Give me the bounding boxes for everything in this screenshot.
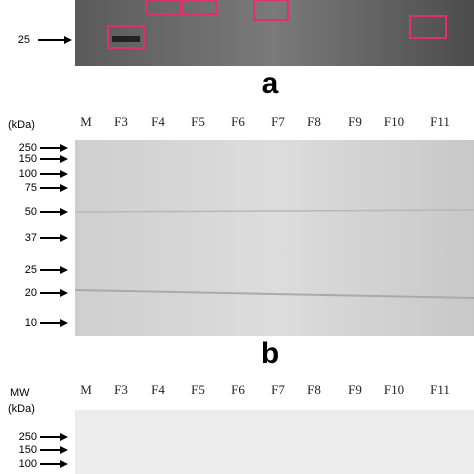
marker-label: 150: [19, 153, 37, 165]
lane-label: F9: [348, 382, 362, 397]
lane-label: F8: [307, 382, 321, 397]
marker-label: 20: [25, 287, 37, 299]
band: [74, 289, 474, 299]
lane-label: F6: [231, 114, 245, 129]
lane-label: F10: [384, 114, 404, 129]
unit-label: (kDa): [8, 403, 35, 415]
marker-label: 50: [25, 206, 37, 218]
gel-image: [75, 410, 474, 474]
lane-label: M: [80, 114, 92, 129]
lane-label: F3: [114, 114, 128, 129]
arrow-head: [60, 155, 68, 163]
band: [112, 36, 140, 42]
band: [74, 209, 474, 213]
lane-label: F8: [307, 114, 321, 129]
arrow-head: [60, 144, 68, 152]
lane-label: F5: [191, 382, 205, 397]
marker-label: 25: [18, 34, 30, 46]
arrow-head: [60, 184, 68, 192]
lane-label: F11: [430, 114, 450, 129]
lane-label: F11: [430, 382, 450, 397]
lane-label: F6: [231, 382, 245, 397]
gel-image: [75, 0, 474, 66]
marker-label: 100: [19, 458, 37, 470]
lane-label: F7: [271, 382, 285, 397]
arrow-head: [60, 433, 68, 441]
arrow-head: [60, 460, 68, 468]
arrow-head: [60, 319, 68, 327]
marker-label: 10: [25, 317, 37, 329]
arrow-head: [60, 446, 68, 454]
arrow-head: [60, 289, 68, 297]
highlight-boxes: [107, 0, 447, 49]
lane-label: F4: [151, 114, 165, 129]
marker-label: 75: [25, 182, 37, 194]
marker-label: 100: [19, 168, 37, 180]
lane-label: M: [80, 382, 92, 397]
marker-label: 37: [25, 232, 37, 244]
lane-label: F5: [191, 114, 205, 129]
lane-label: F3: [114, 382, 128, 397]
lane-label: F7: [271, 114, 285, 129]
arrow-head: [60, 170, 68, 178]
arrow-head: [60, 208, 68, 216]
panel-label: a: [262, 67, 279, 100]
marker-label: 250: [19, 431, 37, 443]
gel-image: [75, 140, 474, 336]
unit-label: (kDa): [8, 119, 35, 131]
lane-label: F10: [384, 382, 404, 397]
panel-title: MW: [10, 387, 30, 399]
arrow-head: [60, 234, 68, 242]
panel-label: b: [261, 337, 279, 370]
lane-label: F4: [151, 382, 165, 397]
marker-label: 150: [19, 444, 37, 456]
marker-label: 25: [25, 264, 37, 276]
marker-label: 250: [19, 142, 37, 154]
lane-label: F9: [348, 114, 362, 129]
arrow-head: [60, 266, 68, 274]
arrow-head: [64, 36, 72, 44]
